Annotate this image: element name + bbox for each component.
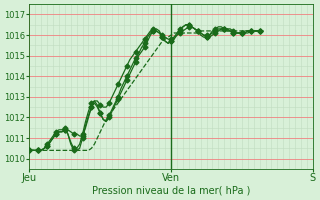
X-axis label: Pression niveau de la mer( hPa ): Pression niveau de la mer( hPa ) [92,186,250,196]
